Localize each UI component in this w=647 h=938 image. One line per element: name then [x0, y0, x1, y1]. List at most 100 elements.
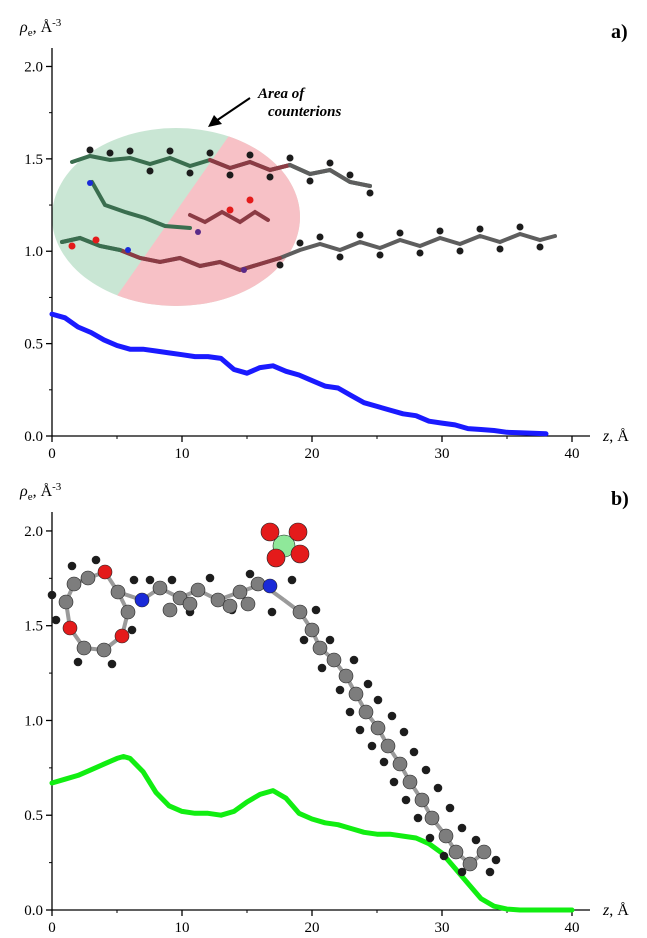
hydrogen-atom	[299, 635, 309, 645]
hydrogen-atom	[471, 835, 481, 845]
hydrogen-atom	[335, 685, 345, 695]
oxygen-atom	[288, 522, 308, 542]
y-tick-label: 1.5	[24, 152, 43, 168]
panel-b: b) ρe, Å-3 0 10 20 30 40 0.0 0.5 1.0 1.5 2.0 z, Å	[19, 481, 629, 936]
carbon-atom	[414, 792, 430, 808]
hydrogen-atom	[409, 747, 419, 757]
x-tick-label: 30	[435, 446, 450, 462]
hydrogen-atom	[491, 855, 501, 865]
nitrogen-atom	[262, 578, 278, 594]
y-tick-label: 0.0	[24, 903, 43, 919]
hydrogen-atom	[355, 725, 365, 735]
hydrogen-atom	[373, 695, 383, 705]
carbon-atom	[462, 856, 478, 872]
carbon-atom	[152, 580, 168, 596]
oxygen-atom	[266, 548, 286, 568]
hydrogen-atom	[47, 590, 57, 600]
hydrogen-atom	[425, 833, 435, 843]
carbon-atom	[348, 686, 364, 702]
panel-b-x-axis-label: z, Å	[602, 901, 629, 919]
carbon-atom	[110, 584, 126, 600]
hydrogen-atom	[67, 561, 77, 571]
panel-b-axes: 0 10 20 30 40 0.0 0.5 1.0 1.5 2.0 z, Å	[24, 512, 629, 936]
x-tick-label: 0	[48, 446, 56, 462]
x-tick-label: 40	[565, 920, 580, 936]
oxygen-atom	[260, 522, 280, 542]
counterion-area	[52, 128, 300, 306]
carbon-atom	[424, 810, 440, 826]
hydrogen-atom	[401, 795, 411, 805]
hydrogen-atom	[387, 711, 397, 721]
carbon-atom	[312, 640, 328, 656]
y-tick-label: 0.0	[24, 429, 43, 445]
carbon-atom	[402, 774, 418, 790]
oxygen-atom	[97, 564, 113, 580]
carbon-atom	[58, 594, 74, 610]
hydrogen-atom	[127, 625, 137, 635]
hydrogen-atom	[287, 575, 297, 585]
y-tick-label: 1.0	[24, 713, 43, 729]
carbon-atom	[66, 576, 82, 592]
carbon-atom	[232, 584, 248, 600]
panel-b-y-axis-label: ρe, Å-3	[19, 481, 62, 503]
hydrogen-atom	[363, 679, 373, 689]
carbon-atom	[338, 668, 354, 684]
oxygen-atom	[62, 620, 78, 636]
counterion-annotation: Area of counterions	[257, 86, 342, 120]
hydrogen-atom	[457, 823, 467, 833]
nitrogen-atom	[134, 592, 150, 608]
annotation-line-2: counterions	[268, 104, 342, 120]
carbon-atom	[182, 596, 198, 612]
y-tick-label: 0.5	[24, 808, 43, 824]
y-tick-label: 2.0	[24, 524, 43, 540]
carbon-atom	[222, 598, 238, 614]
hydrogen-atom	[433, 783, 443, 793]
hydrogen-atom	[267, 607, 277, 617]
density-line	[49, 311, 549, 437]
x-tick-label: 20	[305, 446, 320, 462]
annotation-arrow	[212, 97, 251, 124]
surfactant-molecule-b	[47, 522, 501, 877]
hydrogen-atom	[485, 867, 495, 877]
x-tick-label: 0	[48, 920, 56, 936]
hydrogen-atom	[445, 803, 455, 813]
hydrogen-atom	[413, 813, 423, 823]
carbon-atom	[326, 652, 342, 668]
hydrogen-atom	[421, 765, 431, 775]
hydrogen-atom	[145, 575, 155, 585]
oxygen-atom	[114, 628, 130, 644]
carbon-atom	[210, 592, 226, 608]
panel-a-series	[49, 311, 549, 437]
hydrogen-atom	[167, 575, 177, 585]
hydrogen-atom	[345, 707, 355, 717]
hydrogen-atom	[51, 615, 61, 625]
carbon-atom	[392, 756, 408, 772]
oxygen-atom	[290, 544, 310, 564]
panel-b-series	[49, 754, 575, 913]
hydrogen-atom	[325, 635, 335, 645]
surfactant-molecules-a	[60, 146, 557, 273]
x-tick-label: 40	[565, 446, 580, 462]
y-tick-label: 1.0	[24, 244, 43, 260]
carbon-atom	[476, 844, 492, 860]
carbon-atom	[120, 604, 136, 620]
hydrogen-atom	[129, 575, 139, 585]
carbon-atom	[370, 720, 386, 736]
annotation-arrowhead	[208, 115, 222, 127]
carbon-atom	[162, 602, 178, 618]
carbon-atom	[80, 570, 96, 586]
carbon-atom	[292, 604, 308, 620]
carbon-atom	[304, 622, 320, 638]
carbon-atom	[96, 642, 112, 658]
hydrogen-atom	[91, 555, 101, 565]
carbon-atom	[358, 704, 374, 720]
carbon-atom	[240, 596, 256, 612]
hydrogen-atom	[73, 657, 83, 667]
annotation-line-1: Area of	[257, 86, 306, 102]
carbon-atom	[190, 582, 206, 598]
hydrogen-atom	[389, 777, 399, 787]
carbon-atom	[250, 576, 266, 592]
hydrogen-atom	[311, 605, 321, 615]
y-tick-label: 2.0	[24, 59, 43, 75]
